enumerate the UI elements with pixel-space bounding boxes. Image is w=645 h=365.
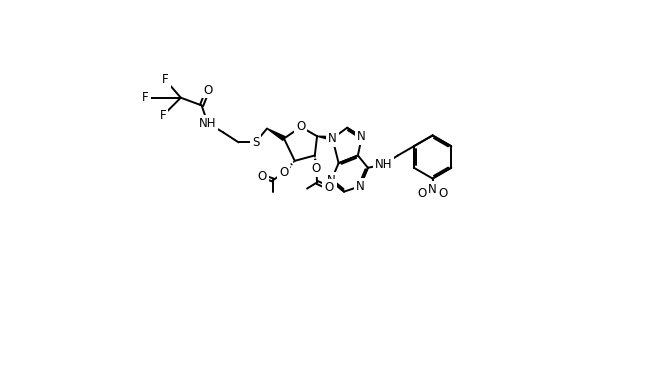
Text: O: O xyxy=(324,181,333,194)
Text: NH: NH xyxy=(375,158,392,171)
Text: NH: NH xyxy=(199,116,217,130)
Text: O: O xyxy=(417,187,426,200)
Polygon shape xyxy=(317,136,333,141)
Text: O: O xyxy=(312,162,321,175)
Text: F: F xyxy=(160,109,166,122)
Text: O: O xyxy=(439,187,448,200)
Text: O: O xyxy=(279,166,288,179)
Text: N: N xyxy=(428,183,437,196)
Text: F: F xyxy=(162,73,169,87)
Text: O: O xyxy=(203,84,212,96)
Text: N: N xyxy=(356,180,364,193)
Text: N: N xyxy=(357,130,366,143)
Text: S: S xyxy=(252,136,259,149)
Text: F: F xyxy=(142,91,149,104)
Text: O: O xyxy=(296,120,306,134)
Text: N: N xyxy=(328,132,337,145)
Polygon shape xyxy=(267,128,285,141)
Text: N: N xyxy=(326,174,335,187)
Text: O: O xyxy=(258,170,267,183)
